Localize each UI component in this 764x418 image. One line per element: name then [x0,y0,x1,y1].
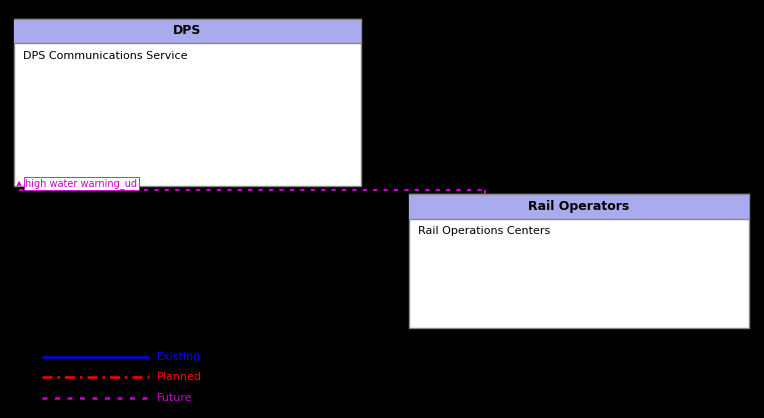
Text: Planned: Planned [157,372,202,382]
Bar [409,194,749,328]
Text: Rail Operators: Rail Operators [528,200,630,213]
Text: Existing: Existing [157,352,201,362]
Text: Future: Future [157,393,193,403]
Bar [14,19,361,43]
Text: DPS: DPS [173,24,202,38]
Text: high water warning_ud: high water warning_ud [25,178,138,189]
Text: Rail Operations Centers: Rail Operations Centers [418,226,550,236]
Text: DPS Communications Service: DPS Communications Service [23,51,187,61]
Bar [14,19,361,186]
Bar [409,194,749,219]
